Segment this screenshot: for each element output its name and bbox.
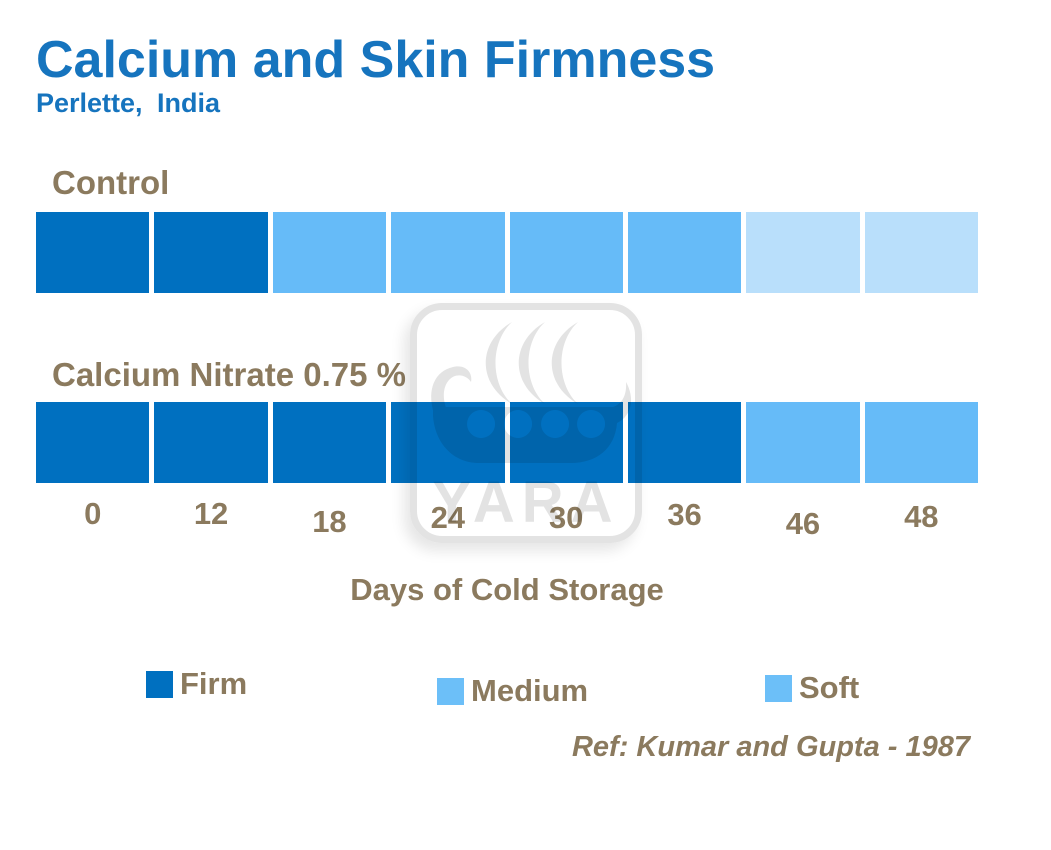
reference-text: Ref: Kumar and Gupta - 1987 <box>571 731 970 763</box>
legend: Firm Medium Soft <box>0 660 1051 716</box>
segment-soft <box>746 212 860 293</box>
segment-medium <box>746 402 860 483</box>
segment-firm <box>509 402 623 483</box>
page-title: Calcium and Skin Firmness <box>36 31 716 89</box>
x-tick: 30 <box>548 500 584 535</box>
legend-swatch-firm <box>146 670 173 698</box>
legend-item-medium: Medium <box>437 673 588 709</box>
segment-medium <box>509 212 623 293</box>
page-subtitle: Perlette, India <box>36 88 221 118</box>
row-label-calcium-nitrate: Calcium Nitrate 0.75 % <box>52 356 406 393</box>
bar-row-calcium-nitrate <box>36 402 978 483</box>
legend-item-soft: Soft <box>765 670 859 706</box>
segment-soft <box>864 212 978 293</box>
legend-swatch-medium <box>437 677 464 705</box>
row-label-control: Control <box>52 164 170 201</box>
legend-swatch-soft <box>765 674 792 702</box>
legend-label: Firm <box>180 666 248 701</box>
x-tick: 36 <box>667 497 702 532</box>
segment-medium <box>272 212 387 293</box>
x-tick: 24 <box>430 500 466 535</box>
segment-firm <box>272 402 387 483</box>
segment-firm <box>36 402 150 483</box>
x-axis-title: Days of Cold Storage <box>350 572 664 607</box>
x-tick: 48 <box>904 499 939 534</box>
x-tick: 0 <box>84 496 102 531</box>
x-tick: 12 <box>193 496 229 531</box>
legend-item-firm: Firm <box>146 666 247 702</box>
segment-firm <box>36 212 150 293</box>
legend-label: Soft <box>799 670 860 705</box>
x-tick: 46 <box>785 506 821 541</box>
segment-medium <box>864 402 978 483</box>
bar-row-control <box>36 212 978 293</box>
segment-medium <box>391 212 505 293</box>
x-tick: 18 <box>312 504 347 539</box>
legend-label: Medium <box>471 673 589 708</box>
segment-firm <box>154 212 268 293</box>
segment-firm <box>391 402 505 483</box>
segment-firm <box>627 402 742 483</box>
segment-firm <box>154 402 268 483</box>
x-axis-ticks: 0 12 18 24 30 36 46 48 <box>36 496 978 542</box>
segment-medium <box>627 212 742 293</box>
